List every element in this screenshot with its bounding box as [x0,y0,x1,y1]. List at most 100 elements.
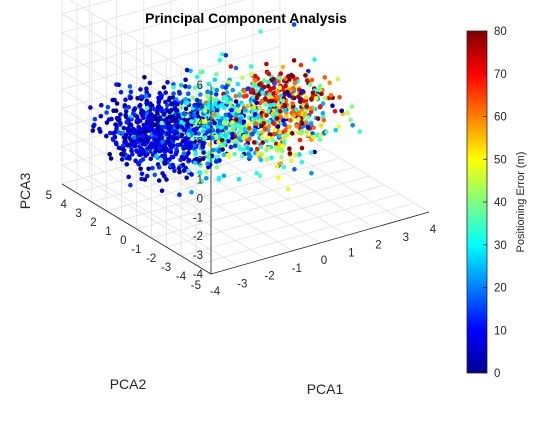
data-point [204,176,209,181]
data-point [280,144,286,149]
data-point [318,123,324,128]
data-point [303,73,308,78]
colorbar: 0 10 20 30 40 50 60 70 80 Positioning Error (m) [466,26,527,380]
data-point [265,83,271,89]
data-point [162,143,167,149]
data-point [290,74,295,79]
data-point [233,99,239,104]
data-point [287,124,292,130]
data-point [229,107,234,113]
z-tick-label: -1 [193,212,203,224]
data-point [289,158,294,164]
grid-y-floor [181,193,400,257]
data-point [277,109,283,114]
data-point [296,116,301,122]
data-point [258,157,264,163]
colorbar-tick-label: 50 [494,154,507,166]
colorbar-tick-label: 20 [494,283,507,295]
data-point [223,125,229,131]
data-point [257,105,262,111]
data-point [233,140,238,145]
z-tick-label: -2 [193,231,203,243]
data-point [185,100,190,106]
data-point [162,149,168,155]
data-point [254,121,259,126]
data-point [197,84,203,90]
data-point [223,53,229,58]
x-tick-label: 3 [403,232,409,244]
data-point [297,137,303,143]
x-axis-line [210,211,430,275]
data-point [299,129,305,134]
data-point [172,106,178,111]
data-point [192,102,197,108]
data-point [118,112,123,117]
data-point [116,117,122,122]
data-point [212,77,218,83]
data-point [307,82,313,87]
data-point [163,157,168,162]
grid-z-side [61,145,212,237]
data-point [182,97,188,102]
data-point [199,104,204,109]
data-point [225,152,231,158]
data-point [195,74,200,80]
data-point [266,123,272,129]
data-point [328,93,334,98]
x-axis-label: PCA1 [307,381,344,397]
data-point [223,133,228,138]
data-point [291,22,297,27]
data-point [98,113,104,119]
data-point [291,113,297,118]
data-point [185,119,191,124]
data-point [318,132,323,138]
data-point [197,163,203,168]
data-point [228,64,234,69]
y-tick-label: -5 [191,280,201,292]
data-point [306,115,311,120]
data-point [252,150,258,156]
data-point [232,143,238,149]
data-point [141,150,146,155]
data-point [112,97,117,103]
data-point [139,128,144,133]
data-point [104,120,110,125]
data-point [238,119,243,125]
y-tick-label: 0 [120,235,126,247]
data-point [144,89,149,95]
data-point [296,110,302,116]
data-point [304,78,310,83]
data-point [162,153,168,159]
data-point [223,112,229,118]
data-point [271,131,277,137]
data-point [197,139,202,144]
data-point [197,170,202,175]
data-point [327,80,332,85]
data-point [202,108,208,114]
data-point [187,128,192,133]
data-point [183,137,188,143]
data-point [206,81,212,87]
colorbar-tick-label: 10 [494,325,507,337]
data-point [127,84,133,89]
data-point [205,161,210,167]
grid-y-floor [76,130,296,194]
data-point [281,118,286,123]
data-point [122,103,128,108]
data-point [230,131,235,137]
data-point [114,101,120,106]
grid-z-side [61,126,212,218]
grid-z-side [61,164,212,256]
data-point [135,96,140,101]
data-point [308,122,314,128]
data-point [146,166,151,172]
data-point [201,150,206,155]
data-point [196,131,201,136]
data-point [285,89,290,95]
data-point [254,95,260,101]
data-point [335,76,341,82]
data-point [169,107,174,113]
data-point [247,136,252,142]
data-point [171,136,177,142]
data-point [216,139,221,145]
